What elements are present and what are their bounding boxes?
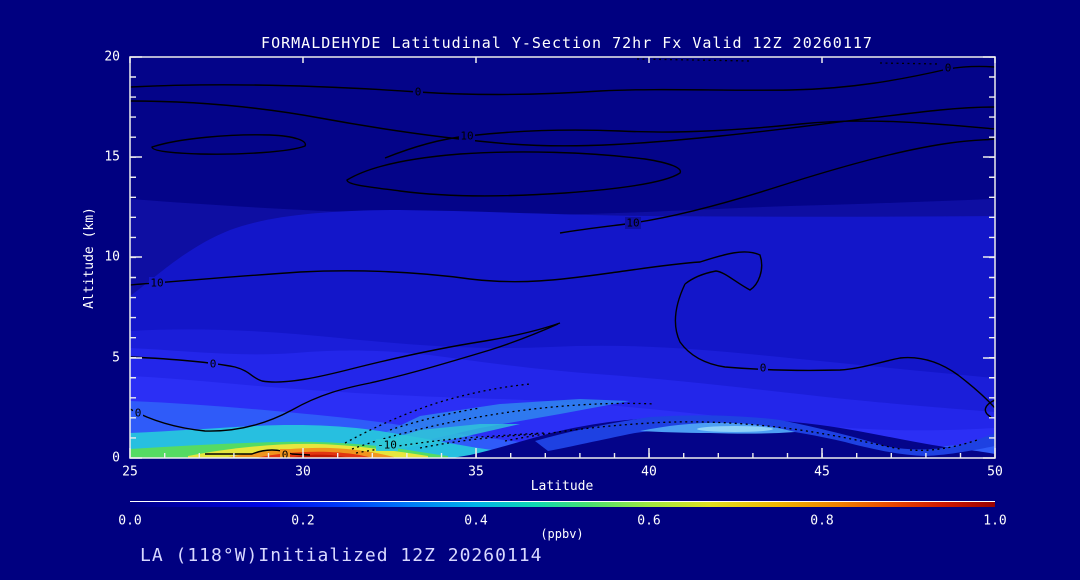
contour-label: 10	[626, 217, 639, 230]
contour-label: 0	[760, 362, 767, 375]
y-tick-label: 20	[104, 50, 120, 65]
x-tick-label: 45	[814, 465, 830, 480]
y-tick-label: 10	[104, 250, 120, 265]
contour-lines-dotted	[344, 58, 981, 454]
colorbar-tick-label: 0.2	[291, 514, 314, 529]
contour-label-bg	[943, 62, 953, 74]
boundary-layer-streak	[535, 415, 995, 456]
x-axis-title: Latitude	[531, 479, 594, 494]
contour-label: 0	[135, 407, 142, 420]
low-value-wedge	[452, 417, 995, 458]
y-tick-label: 5	[112, 351, 120, 366]
contour-label: 10	[150, 277, 163, 290]
colorbar-tick-label: 0.4	[464, 514, 488, 529]
y-tick-label: 15	[104, 150, 120, 165]
y-axis-tick-labels: 0 5 10 15 20	[104, 50, 120, 466]
x-tick-label: 25	[122, 465, 138, 480]
contour-label-bg	[758, 362, 768, 374]
contour-label-bg	[208, 358, 218, 370]
initialization-annotation: LA (118°W)Initialized 12Z 20260114	[140, 545, 542, 566]
x-major-ticks-top	[129, 57, 996, 63]
colorbar-gradient	[130, 502, 995, 507]
x-tick-label: 40	[641, 465, 657, 480]
contour-label: 0	[415, 86, 422, 99]
x-axis-tick-labels: 25 30 35 40 45 50	[122, 465, 1003, 480]
contour-label-bg	[459, 130, 475, 142]
streak-bright-core	[697, 426, 773, 432]
plot-title: FORMALDEHYDE Latitudinal Y-Section 72hr …	[261, 34, 873, 52]
x-tick-label: 30	[295, 465, 311, 480]
colorbar-tick-label: 0.6	[637, 514, 660, 529]
contour-labels: 0 0 10 10 10 0 0 0 0 -10	[133, 62, 953, 462]
y-axis-title: Altitude (km)	[82, 207, 97, 309]
contour-label-bg	[133, 407, 143, 419]
colorbar-tick-label: 1.0	[983, 514, 1006, 529]
contour-label-bg	[149, 277, 165, 289]
colorbar-top-edge	[130, 501, 995, 502]
contour-label: 0	[945, 62, 952, 75]
plot-frame	[129, 56, 996, 459]
colorbar-tick-label: 0.8	[810, 514, 833, 529]
contour-label: 0	[282, 449, 289, 462]
colorbar-units-label: (ppbv)	[540, 527, 583, 541]
x-tick-label: 35	[468, 465, 484, 480]
y-tick-label: 0	[112, 451, 120, 466]
contour-label: -10	[377, 439, 397, 452]
contour-label: 10	[460, 130, 473, 143]
colorbar-tick-label: 0.0	[118, 514, 141, 529]
contour-label-bg	[376, 439, 398, 451]
contour-label: 0	[210, 358, 217, 371]
contour-label-bg	[280, 449, 290, 458]
hotspot-red-core	[290, 454, 350, 458]
filled-contour-field: 0 0 10 10 10 0 0 0 0 -10	[130, 57, 995, 462]
contour-label-bg	[625, 217, 641, 229]
contour-label-bg	[413, 86, 423, 98]
colorbar: 0.0 0.2 0.4 0.6 0.8 1.0 (ppbv)	[118, 501, 1007, 541]
x-tick-label: 50	[987, 465, 1003, 480]
